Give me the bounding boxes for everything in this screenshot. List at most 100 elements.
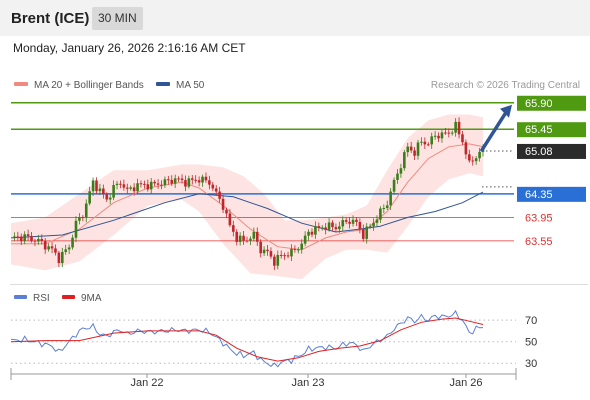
candle [406, 142, 410, 157]
candle-body [389, 191, 392, 206]
candle [361, 224, 365, 242]
candle [310, 228, 314, 238]
legend-ma50: MA 50 [156, 80, 204, 91]
candle-body [218, 191, 221, 199]
candle [88, 186, 91, 206]
candle [221, 195, 225, 213]
candle [324, 223, 327, 235]
level-label-resistance: 65.90 [525, 98, 553, 110]
candle-body [197, 180, 201, 183]
legend-9ma: 9MA [62, 293, 102, 304]
candle [119, 180, 122, 189]
candle [273, 254, 276, 271]
candle [297, 247, 300, 254]
level-tag-resistance [517, 95, 586, 111]
candle-body [26, 234, 30, 237]
candle-body [276, 254, 280, 266]
candle-body [30, 236, 33, 241]
candle [255, 227, 259, 246]
candle-body [447, 132, 451, 134]
candle-body [136, 183, 139, 192]
candle [190, 174, 194, 185]
candle [474, 156, 478, 165]
candle-body [382, 208, 386, 210]
candle [40, 234, 44, 245]
candle [351, 215, 355, 227]
candle [252, 227, 256, 242]
ma20-swatch [14, 82, 28, 87]
candle-body [23, 234, 26, 242]
rsi-tick-label: 70 [525, 315, 537, 327]
candle-body [139, 183, 143, 185]
datetime-label: Monday, January 26, 2026 2:16:16 AM CET [13, 41, 246, 55]
candle [344, 217, 348, 225]
candle-body [146, 184, 150, 190]
candle [187, 175, 191, 189]
candle [167, 175, 170, 185]
candle [283, 252, 286, 260]
candle [403, 149, 406, 171]
candle [132, 183, 136, 196]
candle-body [125, 187, 129, 189]
candle [375, 215, 379, 227]
candle [314, 221, 317, 239]
candle [457, 117, 461, 139]
candle [125, 183, 129, 194]
candle [385, 200, 389, 210]
candle-body [324, 227, 327, 230]
candle [143, 180, 146, 189]
candle-body [91, 180, 95, 192]
candle-body [235, 231, 239, 242]
candle-body [266, 249, 269, 252]
legend-rsi-label: RSI [33, 293, 50, 304]
candle-body [57, 252, 61, 264]
candle-body [437, 135, 440, 139]
candle-body [420, 141, 423, 143]
level-label-resistance: 65.45 [525, 124, 553, 136]
candle [300, 239, 304, 254]
level-label-support: 63.55 [525, 236, 553, 248]
bollinger-band-area [11, 114, 483, 280]
candle-body [160, 184, 163, 186]
ma20-line [11, 143, 484, 251]
candle-body [375, 219, 379, 223]
candle-body [163, 179, 167, 186]
candle-body [348, 221, 351, 224]
candle [249, 236, 252, 246]
candle-body [177, 178, 180, 180]
candle [30, 232, 33, 243]
candle-body [478, 151, 481, 159]
ma9-swatch [62, 295, 75, 300]
candle [368, 223, 372, 229]
candle [447, 128, 451, 138]
candle [276, 250, 280, 270]
candle-body [279, 254, 283, 256]
candle-body [47, 246, 50, 250]
candle [122, 179, 126, 191]
candle [262, 246, 266, 257]
candle [279, 250, 283, 259]
candle-body [255, 231, 259, 242]
timeframe-badge[interactable]: 30 MIN [92, 7, 143, 30]
level-tag-last [517, 143, 586, 159]
candle [91, 177, 95, 196]
source-credit: Research © 2026 Trading Central [430, 80, 580, 91]
legend-ma20-label: MA 20 + Bollinger Bands [34, 80, 144, 91]
candle [379, 206, 382, 224]
rsi-swatch [14, 295, 27, 300]
candle [19, 233, 23, 245]
candle-body [341, 220, 345, 227]
candle [450, 130, 454, 136]
header-bar: Brent (ICE) 30 MIN [0, 0, 590, 36]
candle [389, 188, 392, 211]
candle-body [368, 226, 372, 228]
candle-body [290, 248, 293, 257]
level-label-pivot: 64.35 [525, 189, 553, 201]
candle [341, 216, 345, 231]
candle [464, 139, 468, 159]
candle [129, 185, 133, 191]
candle [50, 241, 54, 254]
candle-body [84, 203, 88, 218]
candle-body [297, 249, 300, 251]
